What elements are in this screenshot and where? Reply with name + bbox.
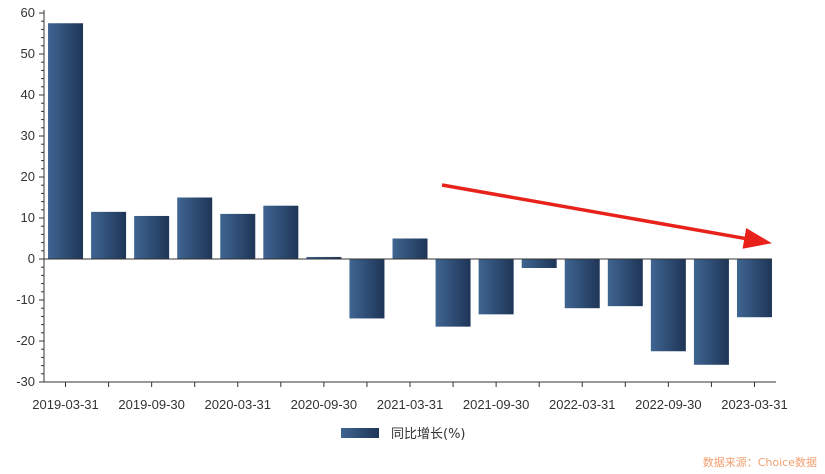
legend-label: 同比增长(%) <box>391 427 466 442</box>
x-axis: 2019-03-31 2019-09-30 2020-03-31 2020-09-30… <box>32 258 788 412</box>
trend-arrow <box>441 183 772 249</box>
x-tick-label: 2021-03-31 <box>377 397 444 412</box>
x-tick-label: 2020-09-30 <box>291 397 358 412</box>
y-tick-label: 60 <box>21 5 35 20</box>
y-tick-label: 40 <box>21 87 35 102</box>
bar <box>435 259 471 327</box>
x-tick-label: 2022-09-30 <box>635 397 702 412</box>
bar <box>91 211 127 259</box>
y-axis: 60 50 40 30 20 10 0 -10 -20 -30 <box>16 5 45 389</box>
bar <box>263 205 299 259</box>
bar <box>349 259 385 319</box>
bar <box>48 23 84 259</box>
y-tick-label: 20 <box>21 169 35 184</box>
x-tick-label: 2022-03-31 <box>549 397 616 412</box>
y-tick-label: -30 <box>16 374 35 389</box>
bar <box>607 259 643 307</box>
bar <box>177 197 213 259</box>
bar <box>392 238 428 259</box>
data-source-note: 数据来源：Choice数据 <box>702 456 817 469</box>
bar <box>306 256 342 259</box>
y-tick-label: -10 <box>16 292 35 307</box>
y-tick-label: 10 <box>21 210 35 225</box>
x-tick-label: 2021-09-30 <box>463 397 530 412</box>
bar <box>736 259 772 318</box>
y-tick-label: -20 <box>16 333 35 348</box>
bar <box>521 259 557 269</box>
x-tick-label: 2023-03-31 <box>721 397 788 412</box>
bar <box>478 259 514 315</box>
bar <box>564 259 600 309</box>
x-tick-label: 2019-03-31 <box>32 397 99 412</box>
y-tick-label: 30 <box>21 128 35 143</box>
x-tick-label: 2019-09-30 <box>118 397 185 412</box>
bars <box>48 23 772 365</box>
y-tick-label: 50 <box>21 46 35 61</box>
bar <box>693 259 729 365</box>
x-tick-label: 2020-03-31 <box>205 397 272 412</box>
bar <box>220 213 256 259</box>
bar <box>134 215 170 259</box>
legend-swatch <box>341 428 379 438</box>
y-tick-label: 0 <box>28 251 35 266</box>
legend: 同比增长(%) <box>341 427 466 442</box>
bar <box>650 259 686 352</box>
